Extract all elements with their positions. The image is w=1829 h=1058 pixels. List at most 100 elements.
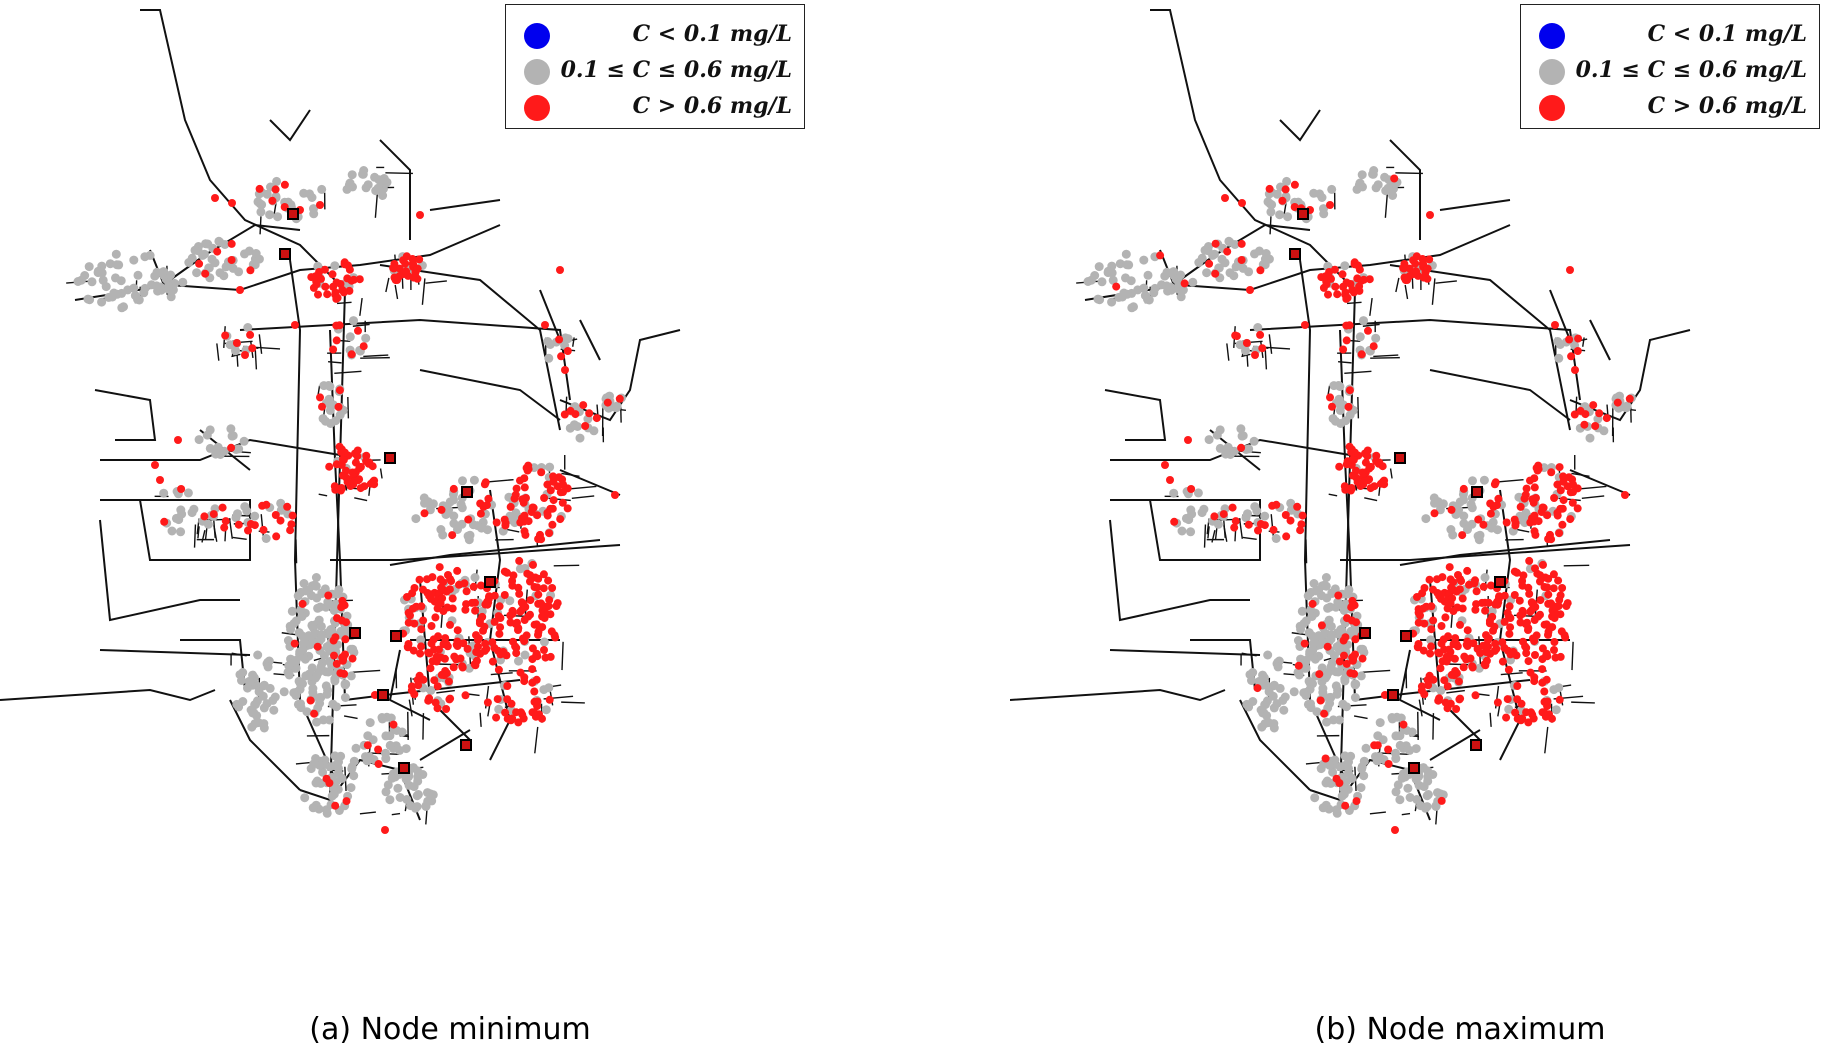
node-mid: [1260, 511, 1270, 521]
node-high: [1567, 352, 1576, 361]
node-mid: [1347, 773, 1357, 783]
node-mid: [346, 671, 356, 681]
pipe-line: [1179, 223, 1311, 281]
node-mid: [1143, 270, 1153, 280]
node-mid: [1176, 270, 1186, 280]
node-high: [409, 646, 418, 655]
node-high: [1238, 199, 1246, 207]
pipe-branch: [1328, 493, 1338, 497]
node-high: [415, 671, 424, 680]
node-high: [442, 705, 451, 713]
node-high: [177, 485, 186, 493]
node-high: [1335, 462, 1344, 471]
node-mid: [377, 714, 387, 724]
node-mid: [1387, 714, 1397, 724]
node-mid: [1549, 685, 1559, 695]
pipe-line: [1340, 544, 1631, 561]
pipe-branch: [1269, 216, 1272, 235]
pipe-branch: [1384, 191, 1389, 218]
tank-marker: [1394, 452, 1406, 464]
node-high: [1573, 504, 1582, 513]
node-high: [1530, 511, 1539, 520]
node-high: [546, 504, 555, 513]
node-mid: [227, 431, 237, 441]
node-high: [1459, 484, 1468, 493]
node-high: [1269, 525, 1278, 534]
node-mid: [200, 249, 209, 259]
node-mid: [317, 630, 326, 640]
pipe-branch: [1571, 701, 1595, 704]
node-high: [483, 501, 491, 510]
node-high: [1589, 401, 1598, 410]
node-high: [1265, 184, 1274, 193]
node-high: [1242, 339, 1251, 347]
node-mid: [381, 787, 391, 797]
node-mid: [362, 756, 372, 766]
node-high: [1405, 264, 1414, 273]
node-high: [1476, 649, 1485, 657]
node-high: [529, 503, 538, 512]
node-high: [1557, 627, 1566, 636]
node-mid: [1090, 271, 1100, 280]
node-high: [335, 321, 344, 330]
node-high: [403, 593, 411, 601]
node-high: [1308, 599, 1317, 608]
node-high: [464, 515, 473, 524]
node-mid: [1487, 523, 1496, 533]
node-mid: [520, 650, 530, 660]
node-high: [424, 696, 433, 705]
node-mid: [1328, 715, 1338, 725]
node-high: [545, 596, 554, 604]
node-high: [1491, 600, 1500, 609]
node-high: [338, 455, 347, 464]
node-high: [430, 645, 439, 654]
pipe-line: [0, 688, 216, 702]
node-high: [1369, 342, 1378, 351]
node-mid: [1258, 670, 1268, 680]
node-mid: [1393, 780, 1403, 790]
node-high: [1466, 654, 1475, 663]
node-mid: [1282, 176, 1292, 186]
node-mid: [187, 508, 197, 518]
node-high: [533, 702, 542, 711]
pipe-line: [74, 224, 501, 301]
pipe-line: [1398, 649, 1441, 721]
node-high: [555, 335, 564, 344]
node-high: [585, 409, 594, 418]
node-high: [1219, 510, 1228, 519]
legend-swatch-blue: [1539, 23, 1565, 49]
node-high: [490, 617, 499, 626]
node-high: [495, 602, 504, 611]
node-high: [419, 585, 427, 594]
pipe-line: [1429, 729, 1481, 761]
node-mid: [1423, 776, 1433, 786]
node-high: [1558, 584, 1567, 592]
node-high: [213, 247, 222, 256]
node-high: [1613, 398, 1622, 407]
node-high: [1400, 260, 1409, 268]
node-high: [417, 625, 426, 634]
node-mid: [300, 793, 310, 803]
node-high: [333, 293, 342, 302]
legend-label-high: C > 0.6 mg/L: [632, 93, 792, 119]
node-high: [530, 687, 539, 696]
node-mid: [1177, 526, 1187, 536]
node-high: [349, 275, 358, 284]
pipe-branch: [281, 632, 297, 636]
node-high: [512, 484, 521, 493]
node-mid: [408, 763, 418, 773]
node-high: [1339, 282, 1348, 291]
node-high: [427, 622, 436, 630]
node-mid: [215, 237, 225, 247]
node-high: [1281, 511, 1290, 519]
node-mid: [221, 262, 231, 272]
node-high: [331, 801, 340, 810]
node-high: [1359, 275, 1368, 284]
node-mid: [1340, 261, 1350, 271]
tank-marker: [390, 630, 402, 642]
node-mid: [438, 530, 448, 540]
node-high: [1493, 501, 1501, 510]
node-high: [442, 587, 451, 596]
node-mid: [1371, 333, 1381, 343]
node-mid: [1188, 277, 1198, 287]
